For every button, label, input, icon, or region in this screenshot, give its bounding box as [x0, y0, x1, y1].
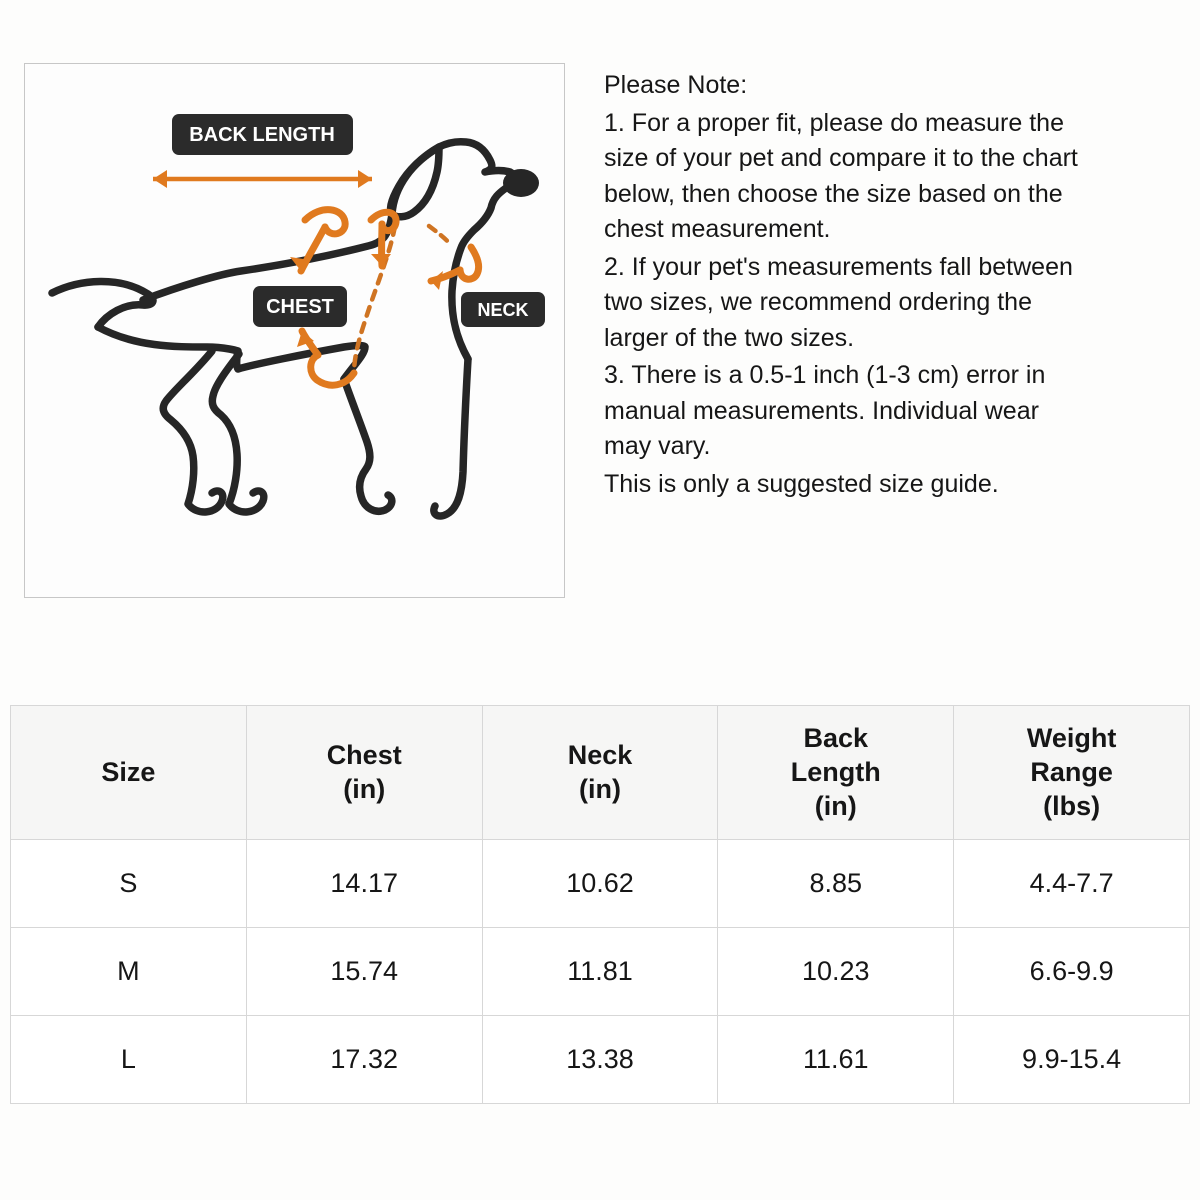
svg-text:CHEST: CHEST [266, 296, 334, 318]
svg-text:NECK: NECK [477, 300, 528, 320]
svg-text:BACK LENGTH: BACK LENGTH [189, 124, 335, 146]
